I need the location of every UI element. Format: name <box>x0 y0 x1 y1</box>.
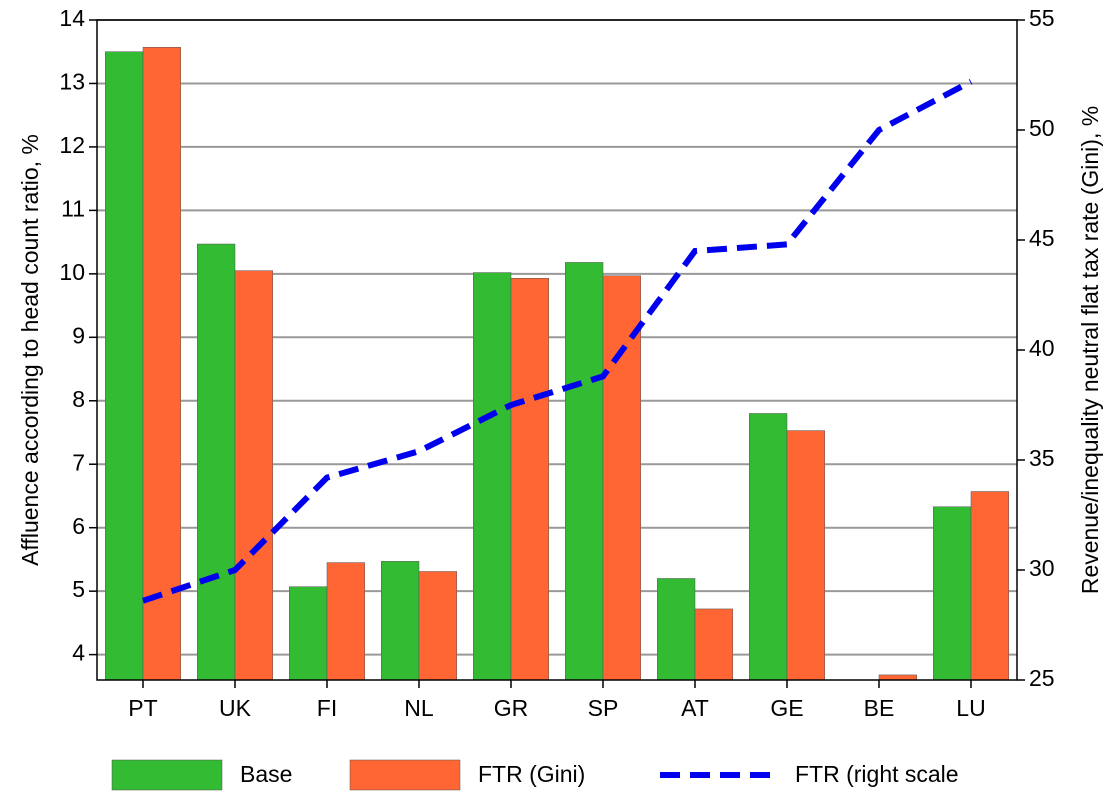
y2-tick-label: 40 <box>1029 335 1055 361</box>
bar <box>418 571 457 681</box>
x-tick-label: PT <box>128 695 157 721</box>
x-tick-label: SP <box>588 695 619 721</box>
x-tick-label: AT <box>681 695 709 721</box>
x-tick-label: NL <box>404 695 434 721</box>
bar <box>142 47 181 681</box>
y-tick-label: 14 <box>59 5 85 31</box>
bar <box>289 586 328 681</box>
y2-tick-label: 50 <box>1029 115 1055 141</box>
bar <box>197 243 236 681</box>
bar <box>694 608 733 681</box>
y-tick-label: 8 <box>72 386 85 412</box>
y2-tick-label: 35 <box>1029 445 1055 471</box>
bar <box>933 506 972 681</box>
bar <box>381 561 420 681</box>
y2-tick-label: 30 <box>1029 555 1055 581</box>
legend-label: FTR (right scale <box>795 761 959 787</box>
bar <box>602 275 641 681</box>
y2-axis-title: Revenue/inequality neutral flat tax rate… <box>1077 106 1103 594</box>
y-tick-label: 12 <box>59 132 85 158</box>
bar <box>510 278 549 681</box>
legend-swatch <box>349 759 461 791</box>
y-tick-label: 7 <box>72 449 85 475</box>
y-tick-label: 10 <box>59 259 85 285</box>
bar <box>326 562 365 681</box>
line <box>142 78 973 604</box>
y2-tick-label: 45 <box>1029 225 1055 251</box>
legend-label: FTR (Gini) <box>478 761 585 787</box>
plot-frame <box>96 19 1018 681</box>
legend-swatch <box>111 759 223 791</box>
y-tick-label: 9 <box>72 322 85 348</box>
y-tick-label: 11 <box>61 195 85 221</box>
bar <box>878 674 917 681</box>
x-tick-label: FI <box>317 695 337 721</box>
x-tick-label: GR <box>494 695 529 721</box>
x-tick-label: UK <box>219 695 252 721</box>
y2-tick-label: 25 <box>1029 665 1055 691</box>
bar <box>749 413 788 681</box>
y-tick-label: 5 <box>72 576 85 602</box>
bar <box>473 272 512 681</box>
bar <box>565 262 604 681</box>
legend-label: Base <box>240 761 292 787</box>
bar <box>105 51 144 681</box>
bar <box>234 270 273 681</box>
x-tick-label: GE <box>770 695 803 721</box>
y2-tick-label: 55 <box>1029 5 1055 31</box>
y-axis-title: Affluence according to head count ratio,… <box>17 134 43 566</box>
x-tick-label: BE <box>864 695 895 721</box>
bar <box>657 578 696 681</box>
bar <box>970 491 1009 681</box>
y-tick-label: 4 <box>72 640 85 666</box>
y-tick-label: 13 <box>59 69 85 95</box>
x-tick-label: LU <box>956 695 985 721</box>
bar <box>786 430 825 681</box>
y-tick-label: 6 <box>72 513 85 539</box>
